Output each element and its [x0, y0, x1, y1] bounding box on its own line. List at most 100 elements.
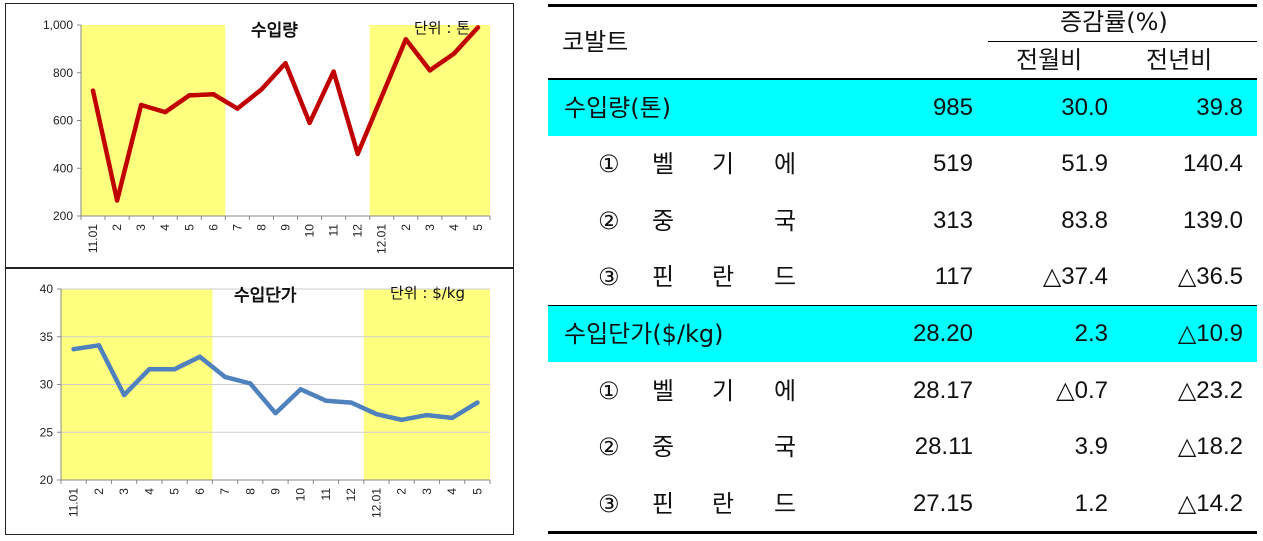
- y-tick-label: 35: [40, 330, 54, 344]
- row-index: ②: [598, 207, 620, 235]
- x-tick-label: 5: [168, 488, 182, 495]
- data-point: [451, 51, 457, 56]
- data-point: [449, 415, 455, 421]
- import-volume-chart: 1,000 800 600 400 200 11.01 2 3 4 5 6 7 8 9 10 11 12 12.0…: [5, 3, 514, 268]
- data-point: [349, 400, 354, 405]
- highlight-band: [81, 25, 226, 216]
- x-tick-label: 12: [344, 488, 358, 502]
- row-index: ②: [598, 433, 620, 461]
- highlight-band: [369, 25, 490, 216]
- x-tick-label: 3: [117, 488, 131, 495]
- x-tick-label: 9: [279, 224, 293, 231]
- x-tick-label: 11: [319, 488, 333, 501]
- x-tick-label: 7: [230, 224, 244, 231]
- chart-title: 수입단가: [234, 286, 297, 306]
- data-point: [235, 106, 240, 111]
- x-tick-label: 11.01: [86, 224, 100, 253]
- section-divider: [548, 305, 1257, 306]
- x-tick-label: 3: [134, 224, 148, 231]
- data-point: [379, 94, 384, 99]
- data-point: [259, 87, 264, 92]
- x-tick-label: 4: [445, 488, 459, 495]
- row-label-char: 핀: [652, 490, 675, 518]
- row-label-char: 벨: [652, 377, 675, 405]
- group-header-rule: [988, 41, 1257, 42]
- data-point: [403, 37, 408, 42]
- x-tick-label: 3: [423, 224, 437, 231]
- row-label-char: 드: [774, 263, 797, 291]
- row-value: 27.15: [912, 490, 973, 517]
- data-point: [248, 381, 253, 386]
- row-mom: 3.9: [1074, 433, 1108, 460]
- highlight-band: [548, 306, 1257, 362]
- data-point: [172, 367, 177, 372]
- row-label-char: 벨: [652, 150, 675, 178]
- y-tick-label: 30: [40, 378, 54, 392]
- row-value: 117: [934, 263, 973, 290]
- x-tick-label: 6: [206, 224, 220, 231]
- data-point: [163, 109, 168, 115]
- chart-unit-label: 단위 : 톤: [414, 19, 470, 37]
- data-point: [138, 102, 144, 108]
- row-label: 수입단가($/kg): [564, 320, 724, 348]
- x-tick-label: 6: [193, 488, 207, 495]
- table-title: 코발트: [562, 28, 629, 56]
- x-tick-label: 8: [243, 488, 257, 495]
- data-point: [147, 367, 152, 372]
- row-label-char: 에: [774, 150, 797, 178]
- row-index: ①: [598, 150, 620, 178]
- row-mom: 83.8: [1061, 207, 1108, 234]
- row-label-char: 란: [712, 263, 735, 291]
- data-point: [71, 347, 76, 352]
- row-value: 985: [932, 94, 973, 121]
- row-label: 수입량(톤): [564, 94, 672, 122]
- row-yoy: 140.4: [1182, 150, 1243, 177]
- row-yoy: △18.2: [1177, 433, 1243, 460]
- x-tick-label: 2: [110, 224, 124, 231]
- row-mom: 51.9: [1061, 150, 1108, 177]
- row-index: ③: [598, 490, 620, 518]
- x-tick-label: 5: [471, 224, 485, 231]
- data-point: [273, 411, 278, 416]
- data-point: [399, 417, 404, 422]
- y-tick-label: 40: [40, 282, 54, 296]
- data-point: [298, 387, 303, 392]
- row-label-char: 국: [774, 207, 797, 235]
- x-tick-label: 4: [158, 224, 172, 231]
- chart-title: 수입량: [251, 21, 298, 41]
- row-label-char: 핀: [652, 263, 675, 291]
- row-value: 313: [932, 207, 973, 234]
- row-label-char: 기: [712, 377, 735, 405]
- row-label-char: 드: [774, 490, 797, 518]
- row-value: 28.17: [912, 377, 973, 404]
- data-point: [427, 68, 433, 73]
- x-tick-label: 8: [254, 224, 268, 231]
- data-point: [424, 412, 430, 418]
- header-bottom-rule: [548, 78, 1257, 80]
- row-value: 28.20: [912, 320, 973, 347]
- import-price-chart: 40 35 30 25 20 11.01 2 3 4 5 6 7 8 9 10 11 12 12.01 2 3 4 5 수…: [5, 268, 514, 535]
- row-yoy: △14.2: [1177, 490, 1243, 517]
- col-header-yoy: 전년비: [1146, 46, 1213, 74]
- x-tick-label: 11.01: [67, 488, 81, 517]
- data-point: [323, 398, 329, 403]
- row-mom: △37.4: [1042, 263, 1108, 290]
- x-tick-label: 2: [395, 488, 409, 495]
- x-tick-label: 4: [447, 224, 461, 231]
- x-tick-label: 12: [351, 224, 365, 238]
- row-yoy: 139.0: [1182, 207, 1243, 234]
- row-mom: 30.0: [1061, 94, 1108, 121]
- import-volume-chart-svg: 1,000 800 600 400 200 11.01 2 3 4 5 6 7 8 9 10 11 12 12.0…: [43, 18, 491, 254]
- x-tick-label: 12.01: [375, 224, 389, 254]
- table-top-rule: [548, 4, 1257, 7]
- y-tick-label: 800: [53, 66, 73, 80]
- data-point: [355, 151, 360, 157]
- x-tick-label: 10: [303, 224, 317, 238]
- data-point: [114, 198, 120, 203]
- y-tick-label: 1,000: [43, 18, 73, 32]
- row-index: ①: [598, 377, 620, 405]
- x-tick-label: 2: [92, 488, 106, 495]
- row-mom: 1.2: [1074, 490, 1108, 517]
- row-label-char: 란: [712, 490, 735, 518]
- x-tick-label: 5: [182, 224, 196, 231]
